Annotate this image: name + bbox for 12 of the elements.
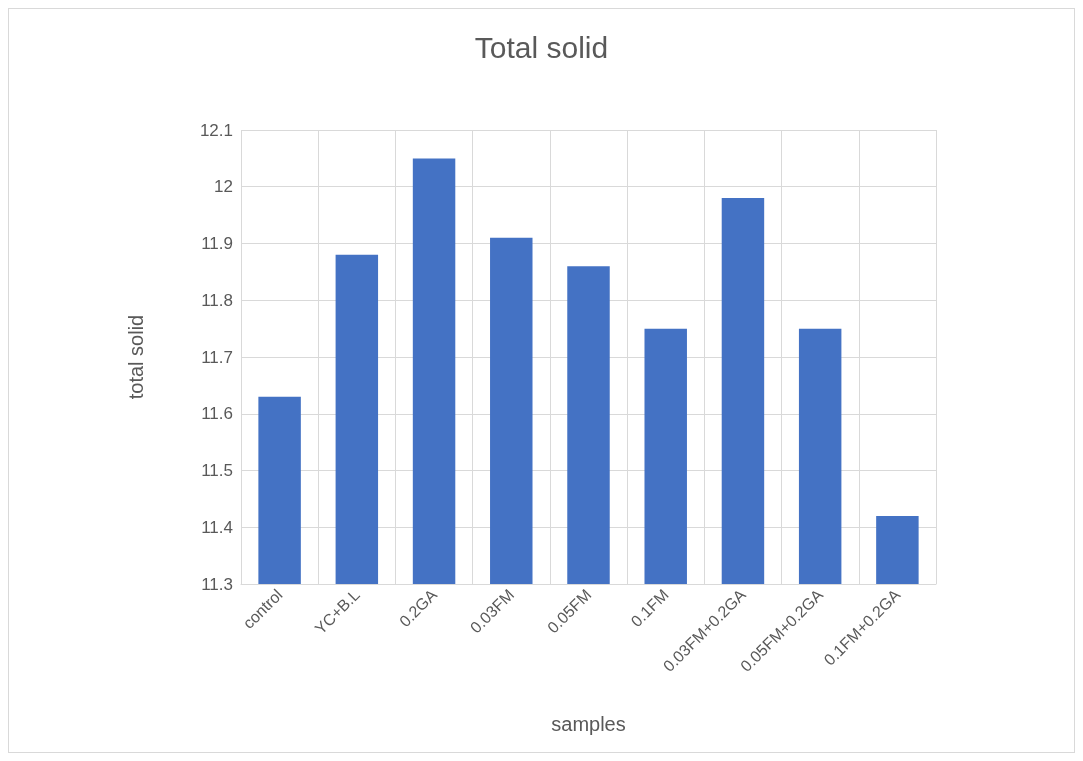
y-tick-label: 11.9 (201, 234, 233, 253)
y-tick-label: 12.1 (199, 120, 233, 140)
y-tick-label: 11.4 (201, 517, 233, 537)
y-tick-label: 11.8 (201, 290, 233, 310)
y-tick-label: 11.7 (201, 347, 233, 367)
chart-title: Total solid (474, 30, 609, 64)
y-tick-label: 12 (214, 177, 233, 197)
y-tick-label: 11.3 (201, 574, 233, 594)
y-tick-label: 11.6 (201, 404, 233, 424)
y-axis-title: total solid (125, 314, 147, 400)
y-tick-label: 11.5 (201, 461, 233, 480)
x-axis-title: samples (551, 713, 626, 735)
